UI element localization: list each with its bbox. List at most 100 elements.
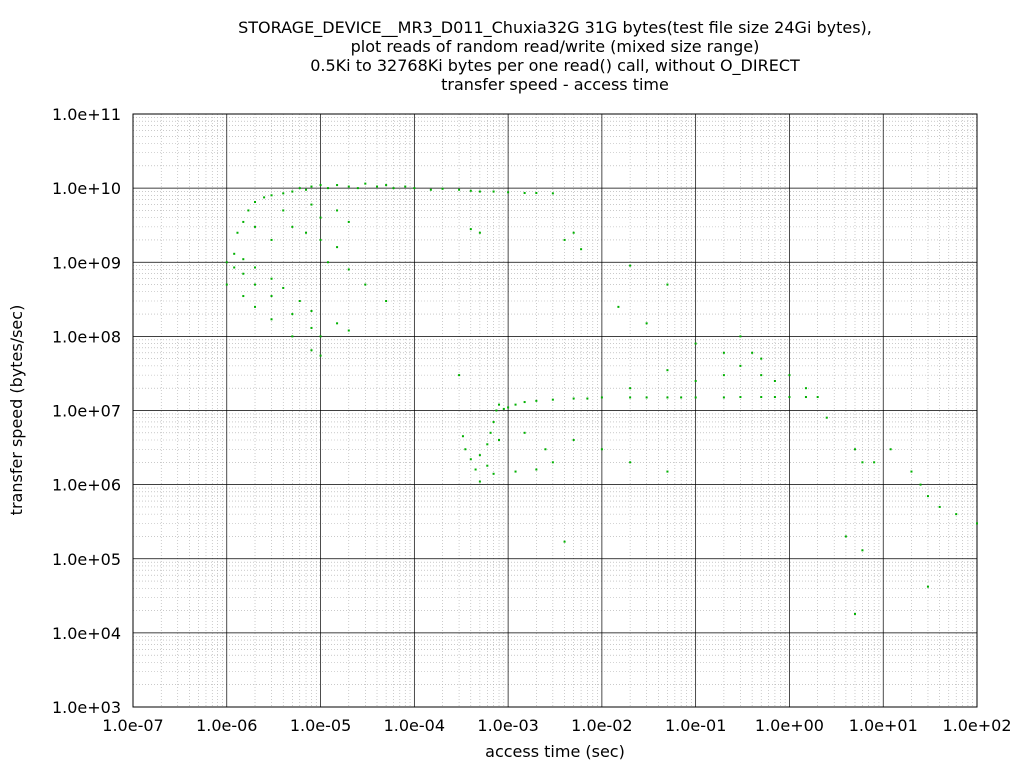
data-point — [326, 187, 329, 190]
y-tick-label: 1.0e+08 — [52, 327, 121, 346]
data-point — [347, 185, 350, 188]
data-point — [572, 438, 575, 441]
data-point — [495, 409, 498, 412]
data-point — [492, 190, 495, 193]
y-tick-label: 1.0e+09 — [52, 253, 121, 272]
x-axis-label: access time (sec) — [485, 742, 625, 761]
data-point — [535, 191, 538, 194]
data-point — [680, 396, 683, 399]
data-point — [469, 189, 472, 192]
data-point — [429, 188, 432, 191]
x-tick-label: 1.0e-06 — [196, 716, 257, 735]
data-point — [535, 399, 538, 402]
data-point — [356, 187, 359, 190]
y-tick-label: 1.0e+05 — [52, 550, 121, 569]
data-point — [722, 396, 725, 399]
data-point — [514, 470, 517, 473]
data-point — [853, 612, 856, 615]
data-point — [242, 220, 245, 223]
data-point — [319, 354, 322, 357]
data-point — [270, 238, 273, 241]
data-point — [486, 443, 489, 446]
data-point — [544, 448, 547, 451]
data-point — [458, 188, 461, 191]
data-point — [551, 398, 554, 401]
data-point — [310, 309, 313, 312]
data-point — [291, 335, 294, 338]
data-point — [694, 396, 697, 399]
title-line-1: STORAGE_DEVICE__MR3_D011_Chuxia32G 31G b… — [238, 18, 872, 38]
data-point — [347, 329, 350, 332]
data-point — [225, 261, 228, 264]
data-point — [254, 305, 257, 308]
data-point — [788, 374, 791, 377]
data-point — [305, 188, 308, 191]
data-point — [270, 295, 273, 298]
data-point — [507, 406, 510, 409]
data-point — [502, 407, 505, 410]
data-point — [291, 190, 294, 193]
data-point — [282, 286, 285, 289]
data-point — [270, 277, 273, 280]
x-tick-label: 1.0e-02 — [571, 716, 632, 735]
data-point — [551, 461, 554, 464]
data-point — [336, 184, 339, 187]
data-point — [523, 431, 526, 434]
data-point — [464, 448, 467, 451]
title-line-4: transfer speed - access time — [441, 75, 669, 94]
data-point — [478, 454, 481, 457]
data-point — [461, 435, 464, 438]
data-point — [336, 209, 339, 212]
data-point — [955, 513, 958, 516]
data-point — [844, 535, 847, 538]
data-point — [600, 396, 603, 399]
data-point — [319, 335, 322, 338]
data-point — [751, 351, 754, 354]
data-point — [760, 357, 763, 360]
data-point — [760, 396, 763, 399]
data-point — [326, 261, 329, 264]
data-point — [310, 326, 313, 329]
data-point — [804, 396, 807, 399]
data-point — [580, 248, 583, 251]
data-point — [385, 184, 388, 187]
x-tick-label: 1.0e+00 — [755, 716, 824, 735]
data-point — [861, 549, 864, 552]
y-tick-label: 1.0e+03 — [52, 698, 121, 717]
data-point — [492, 472, 495, 475]
data-point — [310, 349, 313, 352]
data-point — [347, 268, 350, 271]
x-axis-ticks: 1.0e-07 1.0e-06 1.0e-05 1.0e-04 1.0e-03 1.0e-… — [102, 716, 1011, 735]
data-point — [773, 396, 776, 399]
data-point — [242, 258, 245, 261]
data-point — [364, 182, 367, 185]
data-point — [270, 318, 273, 321]
data-point — [666, 470, 669, 473]
data-point — [498, 403, 501, 406]
data-point — [404, 185, 407, 188]
data-point — [392, 187, 395, 190]
data-point — [242, 295, 245, 298]
data-point — [478, 190, 481, 193]
data-point — [645, 396, 648, 399]
data-point — [498, 438, 501, 441]
y-axis-ticks: 1.0e+03 1.0e+04 1.0e+05 1.0e+06 1.0e+07 1.0e+… — [52, 105, 121, 717]
y-tick-label: 1.0e+04 — [52, 624, 121, 643]
data-point — [666, 283, 669, 286]
data-point — [722, 374, 725, 377]
major-grid — [132, 113, 978, 708]
data-point — [788, 396, 791, 399]
data-point — [319, 216, 322, 219]
data-point — [305, 231, 308, 234]
data-point — [364, 283, 367, 286]
data-point — [926, 495, 929, 498]
data-point — [739, 364, 742, 367]
data-point — [254, 225, 257, 228]
data-point — [804, 387, 807, 390]
data-point — [563, 540, 566, 543]
y-tick-label: 1.0e+07 — [52, 402, 121, 421]
x-tick-label: 1.0e-03 — [477, 716, 538, 735]
y-tick-label: 1.0e+06 — [52, 476, 121, 495]
data-point — [376, 185, 379, 188]
